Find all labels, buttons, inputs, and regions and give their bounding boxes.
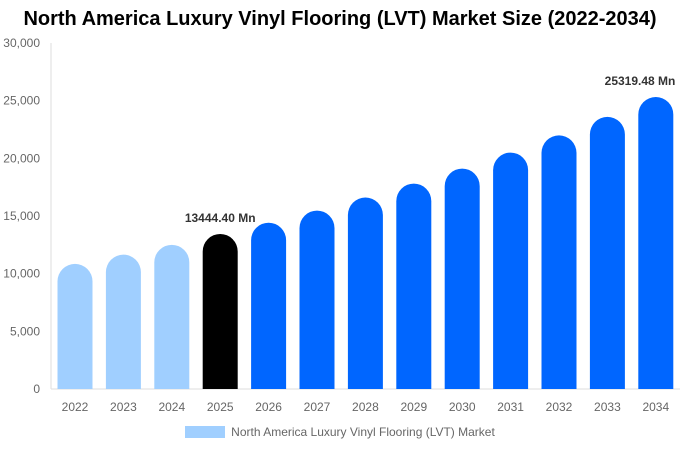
bar-2032 xyxy=(541,135,577,389)
x-tick-label: 2022 xyxy=(62,400,89,414)
x-tick-label: 2025 xyxy=(207,400,234,414)
x-tick-label: 2027 xyxy=(304,400,331,414)
bar-2025 xyxy=(202,233,238,389)
bar-2033 xyxy=(589,116,625,389)
x-tick-label: 2030 xyxy=(449,400,476,414)
x-tick-label: 2023 xyxy=(110,400,137,414)
bar-2029 xyxy=(396,183,432,389)
y-tick-label: 30,000 xyxy=(3,36,40,50)
bar-2023 xyxy=(105,254,141,389)
legend-label: North America Luxury Vinyl Flooring (LVT… xyxy=(231,425,495,439)
legend-swatch xyxy=(185,426,226,438)
bar-2022 xyxy=(57,263,93,389)
x-tick-label: 2028 xyxy=(352,400,379,414)
x-tick-label: 2034 xyxy=(642,400,669,414)
y-tick-label: 10,000 xyxy=(3,267,40,281)
bar-2026 xyxy=(251,222,287,389)
y-tick-label: 20,000 xyxy=(3,151,40,165)
bar-2027 xyxy=(299,210,335,389)
x-tick-label: 2029 xyxy=(400,400,427,414)
bar-2034 xyxy=(638,96,674,389)
x-tick-label: 2032 xyxy=(546,400,573,414)
x-tick-label: 2033 xyxy=(594,400,621,414)
bar-2031 xyxy=(493,152,529,389)
bar-2024 xyxy=(154,244,190,389)
bar-2030 xyxy=(444,168,480,389)
x-tick-label: 2026 xyxy=(255,400,282,414)
y-tick-label: 5,000 xyxy=(10,324,40,338)
y-tick-label: 15,000 xyxy=(3,209,40,223)
y-tick-label: 25,000 xyxy=(3,94,40,108)
data-label: 13444.40 Mn xyxy=(185,211,256,225)
x-tick-label: 2024 xyxy=(158,400,185,414)
x-tick-label: 2031 xyxy=(497,400,524,414)
legend: North America Luxury Vinyl Flooring (LVT… xyxy=(0,425,680,439)
bar-2028 xyxy=(347,197,383,389)
y-tick-label: 0 xyxy=(33,382,40,396)
data-label: 25319.48 Mn xyxy=(605,74,676,88)
chart-title: North America Luxury Vinyl Flooring (LVT… xyxy=(23,8,657,30)
